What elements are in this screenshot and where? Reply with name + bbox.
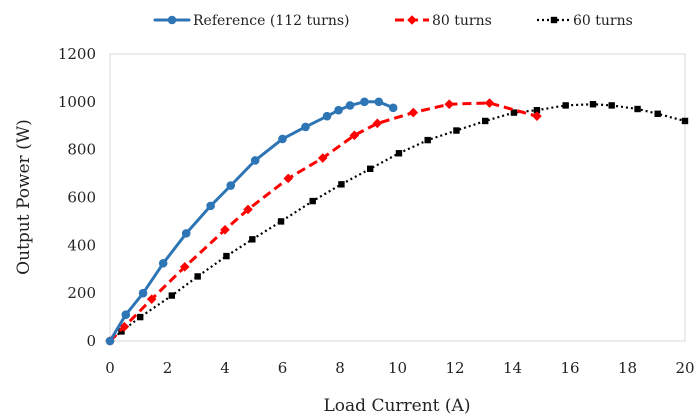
data-point [138,288,148,298]
data-point [453,127,460,134]
legend-label: Reference (112 turns) [193,13,350,29]
data-point [334,105,343,115]
data-point [283,173,294,184]
data-point [349,130,360,141]
x-tick-label: 16 [560,359,579,377]
x-tick-label: 0 [105,359,115,377]
data-point [158,258,168,268]
data-point [146,294,157,304]
data-point [301,122,310,132]
data-point [277,218,285,225]
data-point [223,252,230,260]
y-tick-label: 0 [86,332,96,350]
data-point [136,313,144,321]
y-tick-label: 1000 [58,93,96,111]
data-point [484,98,495,108]
series-2 [106,101,689,345]
legend-label: 60 turns [573,13,633,29]
x-tick-label: 4 [220,359,230,377]
series-line [108,100,395,343]
legend-marker [550,16,558,24]
data-point [654,110,661,117]
data-point [608,102,615,109]
data-point [444,99,455,110]
y-tick-label: 800 [67,141,96,159]
legend-marker [407,15,417,25]
x-tick-label: 6 [278,359,288,377]
data-point [634,105,641,113]
x-axis-ticks: 0 2 4 6 8 10 12 14 16 18 20 [105,359,694,377]
data-point [589,101,597,108]
data-point [309,197,316,205]
data-point [532,111,542,121]
y-axis-title: Output Power (W) [14,119,34,275]
legend-item: Reference (112 turns) [153,13,350,29]
data-point [317,153,328,163]
data-point [119,321,130,332]
data-point [206,201,215,211]
data-point [249,236,256,243]
x-tick-label: 8 [335,359,345,377]
legend-item: 60 turns [537,13,633,29]
data-point [338,181,345,188]
y-tick-label: 200 [67,284,96,302]
x-tick-label: 14 [503,359,522,377]
plot-area-frame [109,53,686,342]
data-point [562,102,569,109]
data-point [322,111,332,121]
data-point [226,181,236,190]
x-tick-label: 20 [675,359,694,377]
data-point [194,273,201,280]
y-tick-label: 600 [67,189,96,207]
data-point [424,136,431,144]
data-point [408,107,419,118]
legend-item: 80 turns [395,13,492,29]
y-axis-ticks: 0 200 400 600 800 1000 1200 [58,45,96,350]
data-point [481,117,489,125]
data-point [510,109,518,116]
x-tick-label: 2 [163,359,173,377]
legend-label: 80 turns [432,13,492,29]
data-point [372,118,383,129]
data-point [681,117,689,125]
series-1 [105,98,542,346]
data-point [345,101,355,110]
data-point [388,103,398,113]
legend-marker [167,15,177,25]
series-layer [105,97,689,346]
x-tick-label: 18 [618,359,637,377]
data-point [250,156,260,165]
x-tick-label: 12 [445,359,464,377]
data-point [179,262,190,272]
x-axis-title: Load Current (A) [324,396,471,415]
data-point [181,229,191,238]
data-point [395,150,403,157]
data-point [533,107,541,114]
data-point [366,165,374,172]
y-tick-label: 1200 [58,45,96,63]
series-line [108,101,538,343]
data-point [360,97,369,107]
data-point [105,336,115,346]
series-0 [105,97,398,346]
data-point [243,204,253,215]
data-point [220,224,230,235]
data-point [168,292,176,299]
legend: Reference (112 turns) 80 turns 60 turns [153,13,633,29]
data-point [121,310,131,319]
x-tick-label: 10 [388,359,407,377]
data-point [374,97,384,107]
y-tick-label: 400 [67,236,96,254]
data-point [278,134,287,144]
